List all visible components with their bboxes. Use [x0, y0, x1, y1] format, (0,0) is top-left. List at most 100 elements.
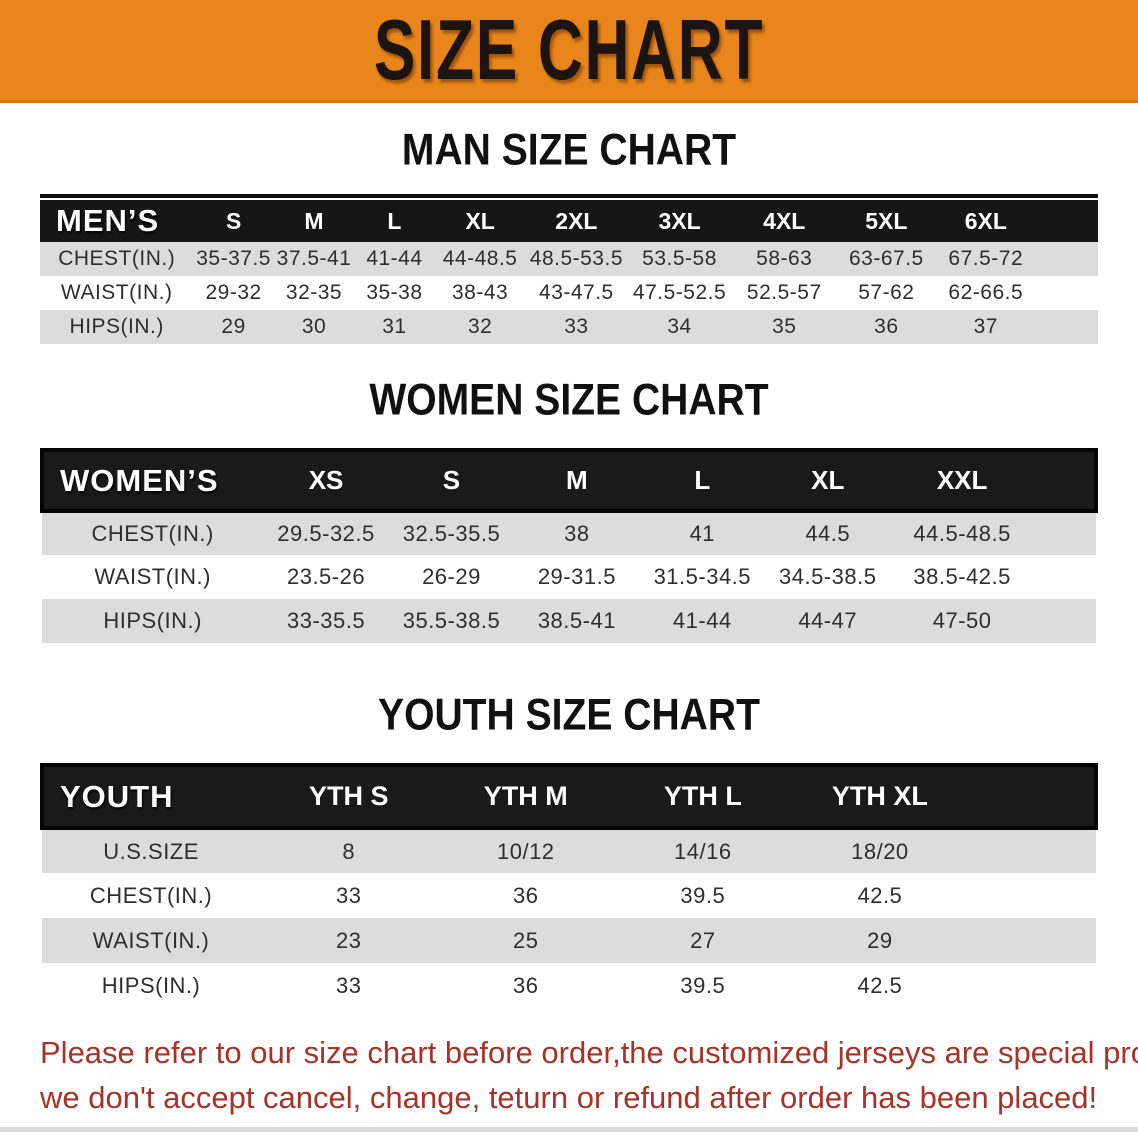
cell: 33	[564, 315, 589, 338]
table-row: U.S.SIZE 8 10/12 14/16 18/20	[42, 828, 1096, 873]
cell: 29	[867, 927, 893, 953]
size-chart-banner: SIZE CHART	[0, 0, 1138, 103]
cell: 33-35.5	[286, 608, 366, 633]
women-header-row: WOMEN’S XS S M L XL XXL	[42, 450, 1096, 511]
cell: 62-66.5	[948, 281, 1024, 304]
youth-size-col: YTH L	[663, 781, 742, 811]
cell: 67.5-72	[948, 247, 1024, 270]
cell: 38-43	[452, 281, 509, 304]
row-label: WAIST(IN.)	[94, 564, 211, 589]
cell: 34	[667, 315, 692, 338]
cell: 8	[342, 838, 356, 864]
page-title: SIZE CHART	[373, 2, 765, 98]
spacer-cell	[1036, 276, 1098, 310]
youth-size-col: YTH M	[483, 781, 568, 811]
cell: 33	[335, 972, 362, 998]
cell: 58-63	[756, 247, 813, 270]
cell: 14/16	[674, 838, 732, 864]
table-row: HIPS(IN.) 33 36 39.5 42.5	[42, 963, 1096, 1008]
cell: 38	[564, 521, 590, 546]
men-size-col: XL	[465, 207, 495, 234]
cell: 37.5-41	[276, 247, 352, 270]
cell: 48.5-53.5	[529, 247, 624, 270]
men-size-col: 2XL	[555, 207, 598, 234]
cell: 44-48.5	[442, 247, 518, 270]
cell: 32	[467, 315, 493, 338]
cell: 29	[221, 315, 246, 338]
spacer-cell	[968, 918, 1096, 963]
table-row: CHEST(IN.) 29.5-32.5 32.5-35.5 38 41 44.…	[42, 511, 1096, 555]
cell: 34.5-38.5	[778, 564, 877, 589]
cell: 35	[772, 315, 797, 338]
order-disclaimer-note: Please refer to our size chart before or…	[40, 1030, 1138, 1120]
spacer-cell	[968, 873, 1096, 918]
cell: 25	[513, 927, 539, 953]
disclaimer-line-2: we don't accept cancel, change, teturn o…	[40, 1080, 1098, 1115]
cell: 33	[335, 882, 362, 908]
men-size-col: L	[387, 207, 402, 234]
disclaimer-line-1: Please refer to our size chart before or…	[40, 1035, 1138, 1070]
cell: 26-29	[422, 564, 481, 589]
cell: 39.5	[680, 972, 726, 998]
men-size-col: S	[225, 207, 242, 234]
table-row: CHEST(IN.) 35-37.5 37.5-41 41-44 44-48.5…	[40, 242, 1098, 276]
men-size-table: MEN’S S M L XL 2XL 3XL 4XL 5XL 6XL CHEST…	[40, 200, 1098, 344]
cell: 18/20	[851, 838, 909, 864]
table-row: WAIST(IN.) 23 25 27 29	[42, 918, 1096, 963]
cell: 47.5-52.5	[632, 281, 727, 304]
women-size-col: L	[694, 465, 711, 495]
women-size-col: XL	[811, 465, 845, 495]
cell: 23.5-26	[286, 564, 366, 589]
cell: 36	[874, 315, 899, 338]
cell: 36	[513, 972, 539, 998]
row-label: HIPS(IN.)	[101, 972, 201, 998]
cell: 31	[382, 315, 407, 338]
youth-size-table: YOUTH YTH S YTH M YTH L YTH XL U.S.SIZE …	[40, 763, 1098, 1008]
men-size-col: 5XL	[865, 207, 908, 234]
row-label: WAIST(IN.)	[92, 927, 210, 953]
cell: 30	[301, 315, 327, 338]
table-row: WAIST(IN.) 29-32 32-35 35-38 38-43 43-47…	[40, 276, 1098, 310]
spacer-cell	[1034, 555, 1096, 599]
spacer-cell	[968, 765, 1096, 828]
row-label: U.S.SIZE	[103, 838, 199, 864]
women-size-col: M	[566, 465, 588, 495]
men-header-row: MEN’S S M L XL 2XL 3XL 4XL 5XL 6XL	[40, 200, 1098, 242]
women-group-label: WOMEN’S	[60, 462, 219, 498]
row-label: HIPS(IN.)	[103, 608, 202, 633]
cell: 29-31.5	[537, 564, 616, 589]
table-row: CHEST(IN.) 33 36 39.5 42.5	[42, 873, 1096, 918]
cell: 42.5	[857, 972, 903, 998]
row-label: CHEST(IN.)	[89, 882, 213, 908]
cell: 29.5-32.5	[277, 521, 375, 546]
spacer-cell	[1036, 310, 1098, 344]
cell: 43-47.5	[539, 281, 614, 304]
youth-group-label: YOUTH	[60, 778, 174, 814]
table-row: HIPS(IN.) 33-35.5 35.5-38.5 38.5-41 41-4…	[42, 599, 1096, 643]
cell: 29-32	[205, 281, 262, 304]
men-size-col: 3XL	[658, 207, 701, 234]
spacer-cell	[1034, 511, 1096, 555]
cell: 44.5	[805, 521, 851, 546]
cell: 38.5-41	[537, 608, 616, 633]
cell: 41-44	[366, 247, 423, 270]
youth-size-col: YTH S	[308, 781, 389, 811]
row-label: WAIST(IN.)	[60, 281, 173, 304]
men-size-col: M	[304, 207, 324, 234]
cell: 27	[690, 927, 716, 953]
youth-size-col: YTH XL	[831, 781, 928, 811]
spacer-cell	[1034, 450, 1096, 511]
youth-header-row: YOUTH YTH S YTH M YTH L YTH XL	[42, 765, 1096, 828]
table-row: WAIST(IN.) 23.5-26 26-29 29-31.5 31.5-34…	[42, 555, 1096, 599]
cell: 44.5-48.5	[913, 521, 1011, 546]
women-size-col: S	[442, 465, 461, 495]
spacer-cell	[1034, 599, 1096, 643]
cell: 41	[689, 521, 716, 546]
cell: 31.5-34.5	[653, 564, 752, 589]
cell: 35.5-38.5	[402, 608, 501, 633]
cell: 32-35	[285, 281, 343, 304]
women-size-chart-heading: WOMEN SIZE CHART	[369, 374, 769, 425]
cell: 53.5-58	[642, 247, 717, 270]
spacer-cell	[968, 963, 1096, 1008]
cell: 36	[513, 882, 539, 908]
